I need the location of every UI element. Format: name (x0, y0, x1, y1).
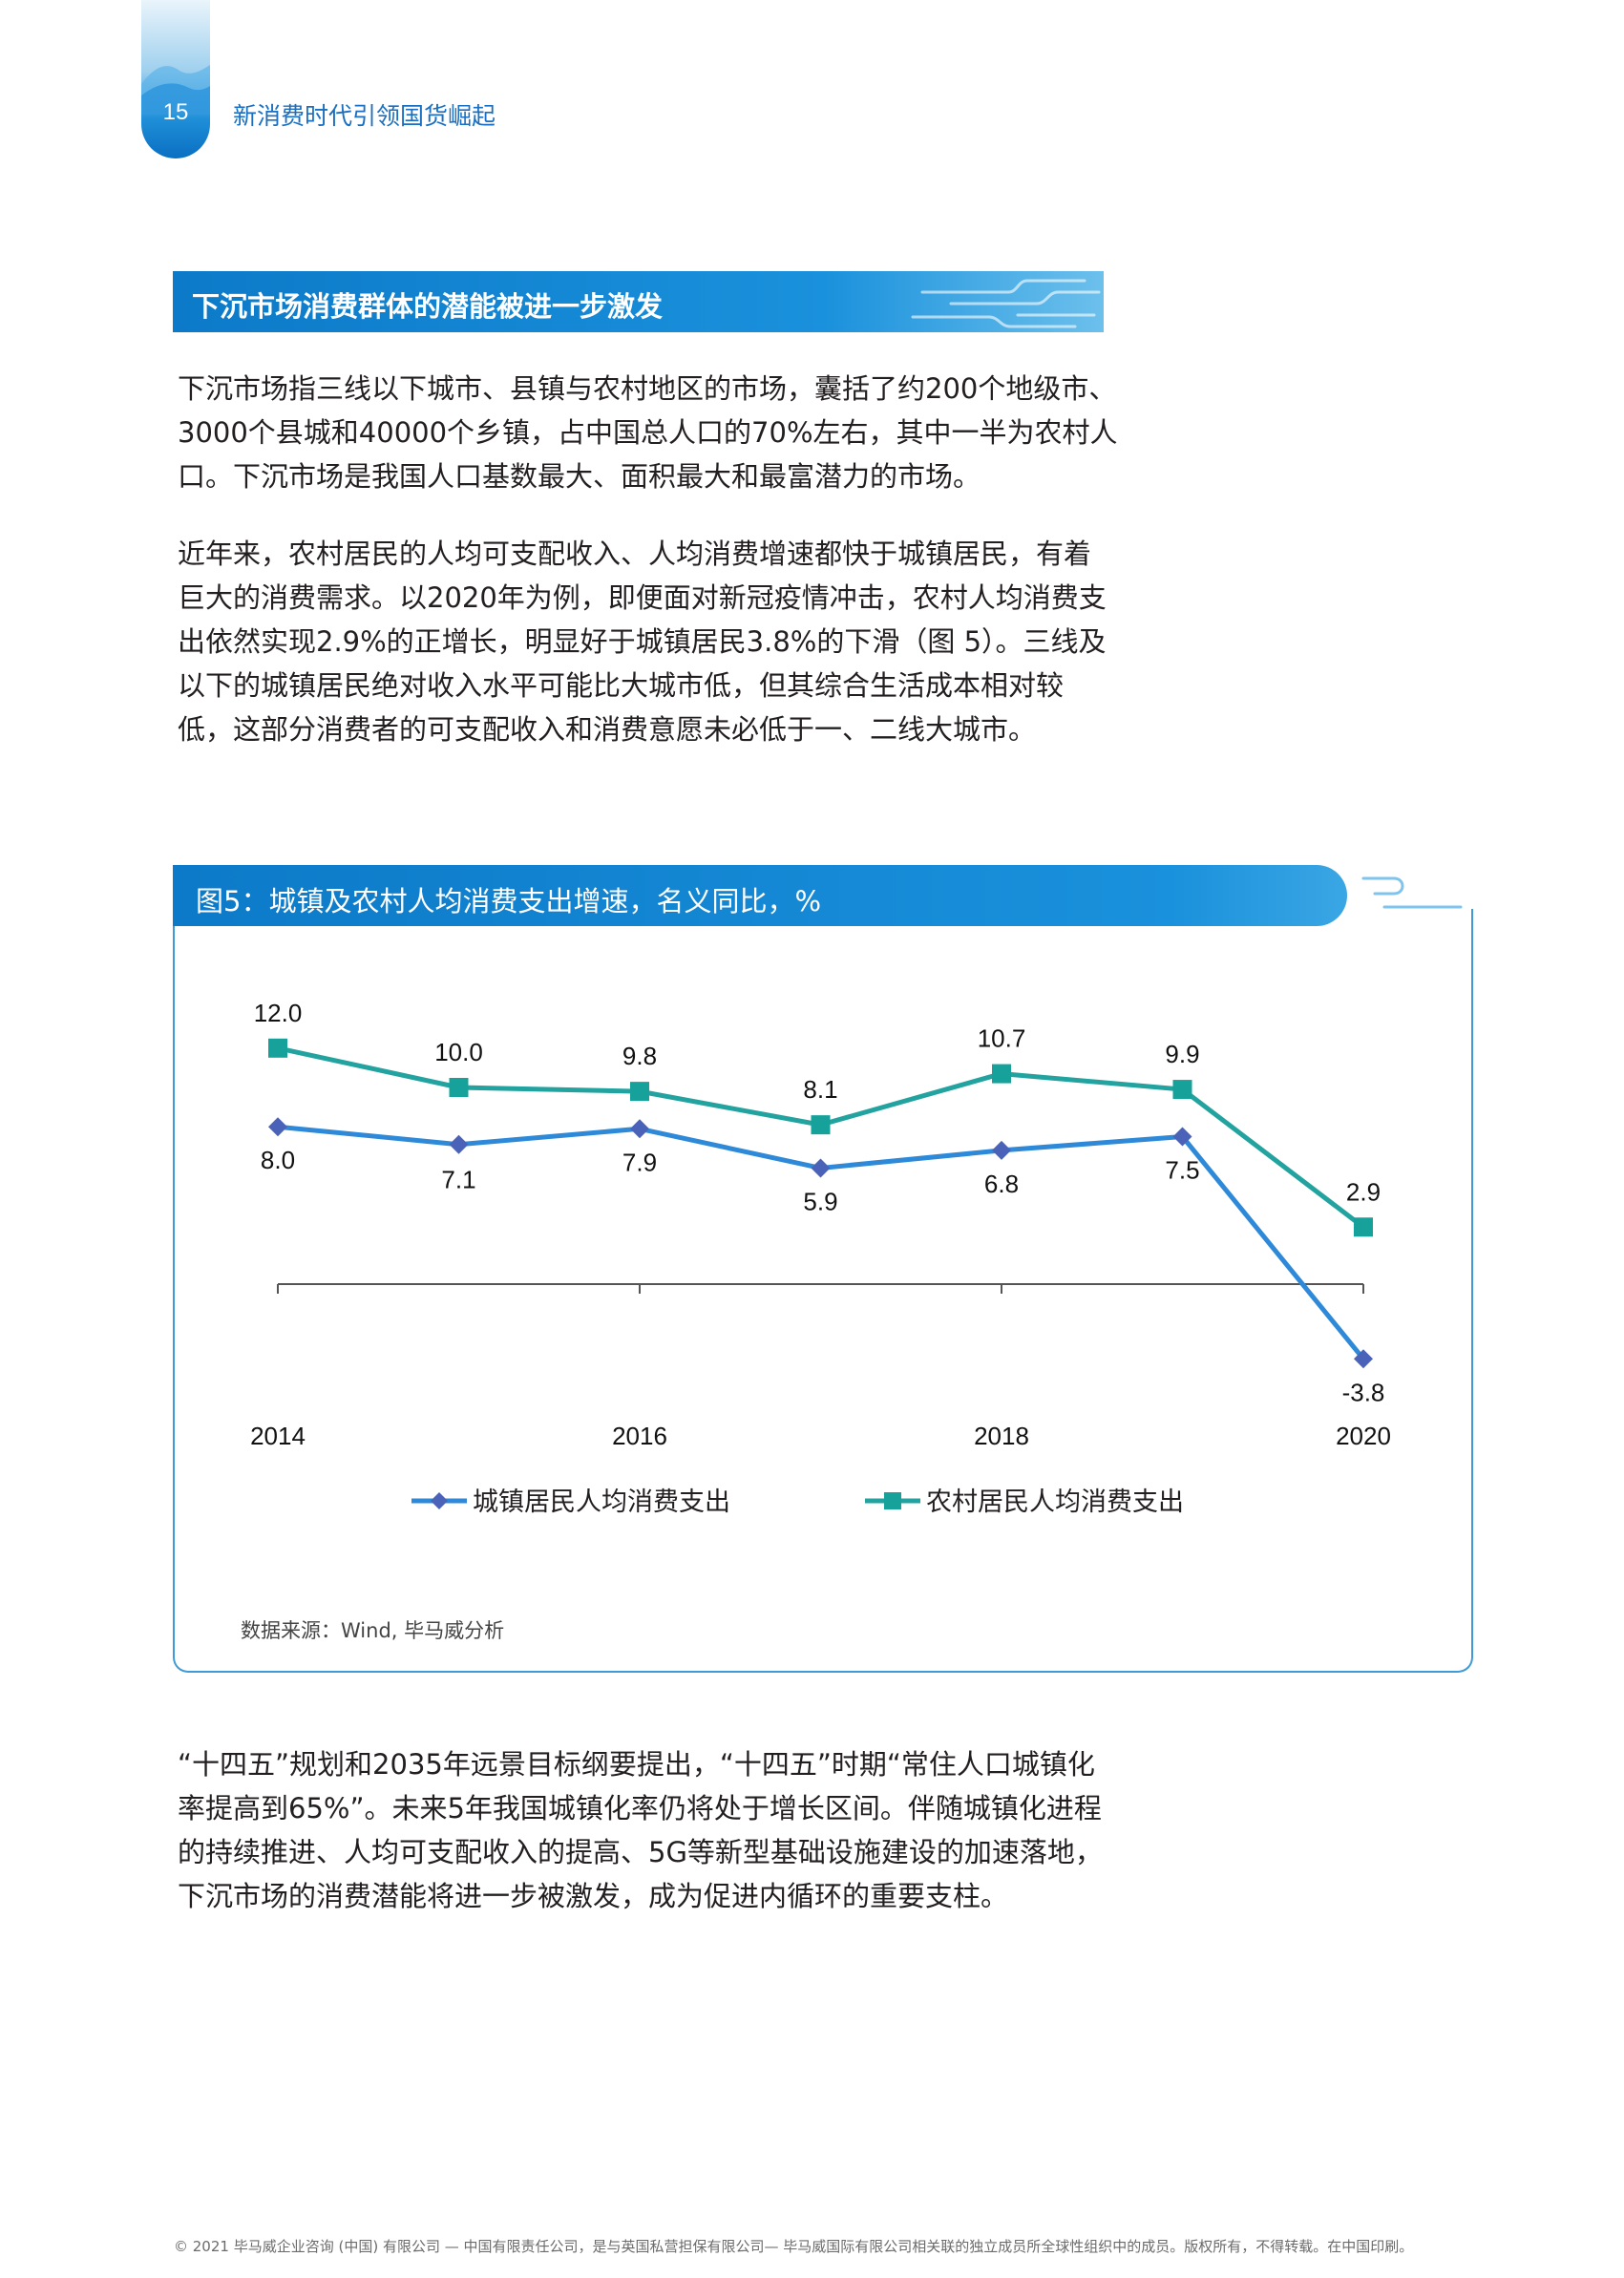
data-point-square (992, 1064, 1011, 1084)
data-label: 9.8 (622, 1042, 657, 1070)
data-point-diamond (992, 1140, 1011, 1160)
section-title: 下沉市场消费群体的潜能被进一步激发 (192, 290, 664, 323)
x-tick-label: 2018 (974, 1422, 1029, 1450)
page-number: 15 (162, 99, 189, 125)
legend-marker-diamond (431, 1492, 448, 1509)
data-label: 6.8 (984, 1170, 1019, 1198)
figure-title-bar: 图5：城镇及农村人均消费支出增速，名义同比，% (173, 865, 1347, 926)
x-tick-label: 2014 (250, 1422, 306, 1450)
figure-source-note: 数据来源：Wind, 毕马威分析 (241, 1619, 505, 1642)
data-point-diamond (268, 1117, 287, 1137)
figure-title: 图5：城镇及农村人均消费支出增速，名义同比，% (196, 885, 822, 918)
mountain-icon (141, 65, 210, 115)
x-tick-label: 2020 (1336, 1422, 1391, 1450)
legend-label: 城镇居民人均消费支出 (473, 1487, 730, 1517)
data-label: -3.8 (1342, 1378, 1385, 1406)
data-label: 7.5 (1165, 1156, 1199, 1185)
data-label: 10.0 (434, 1038, 483, 1066)
swirl-decoration-icon (1361, 876, 1463, 909)
data-point-square (1354, 1217, 1373, 1237)
data-label: 8.0 (261, 1146, 295, 1174)
data-label: 2.9 (1346, 1177, 1381, 1206)
legend-marker-square (884, 1492, 901, 1509)
data-label: 12.0 (254, 999, 303, 1027)
data-label: 9.9 (1165, 1040, 1199, 1068)
data-label: 8.1 (803, 1075, 837, 1104)
legend-label: 农村居民人均消费支出 (926, 1487, 1184, 1517)
x-tick-label: 2016 (612, 1422, 667, 1450)
paragraph-3: “十四五”规划和2035年远景目标纲要提出，“十四五”时期“常住人口城镇化率提高… (178, 1748, 1103, 1912)
data-point-diamond (1172, 1127, 1192, 1147)
data-label: 10.7 (978, 1024, 1026, 1053)
data-label: 5.9 (803, 1187, 837, 1215)
data-point-square (449, 1078, 469, 1097)
data-point-diamond (630, 1119, 649, 1139)
wave-decoration-icon (911, 279, 1101, 328)
footer-copyright: © 2021 毕马威企业咨询 (中国) 有限公司 — 中国有限责任公司，是与英国… (174, 2238, 1414, 2255)
running-title: 新消费时代引领国货崛起 (233, 102, 496, 130)
section-heading-bar: 下沉市场消费群体的潜能被进一步激发 (173, 271, 1104, 332)
data-point-square (268, 1038, 287, 1058)
page-tab (141, 0, 210, 158)
figure-frame (173, 909, 1473, 1673)
paragraph-2: 近年来，农村居民的人均可支配收入、人均消费增速都快于城镇居民，有着巨大的消费需求… (178, 538, 1107, 746)
data-point-square (811, 1115, 831, 1135)
data-point-diamond (449, 1134, 469, 1154)
data-label: 7.9 (622, 1148, 657, 1176)
line-chart: 2014 2016 2018 2020 8.0 7.1 7.9 5.9 6.8 7.5 -3.8 1… (250, 999, 1391, 1517)
paragraph-1: 下沉市场指三线以下城市、县镇与农村地区的市场，囊括了约200个地级市、3000个… (178, 372, 1118, 493)
data-point-diamond (1354, 1349, 1373, 1369)
data-label: 7.1 (441, 1166, 475, 1194)
data-point-square (1172, 1080, 1192, 1100)
data-point-square (630, 1082, 649, 1102)
data-point-diamond (811, 1158, 831, 1178)
